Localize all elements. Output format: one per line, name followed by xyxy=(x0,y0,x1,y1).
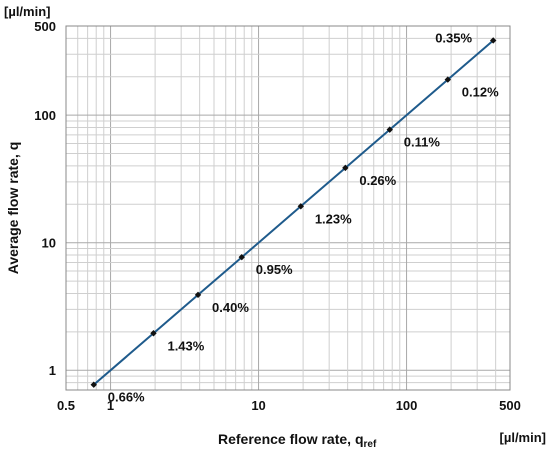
data-point xyxy=(444,76,452,83)
data-label: 0.11% xyxy=(404,135,441,150)
grid xyxy=(65,25,511,391)
data-labels: 0.66% 1.43% 0.40% 0.95% 1.23% 0.26% 0.11% 0.12%… xyxy=(108,30,499,404)
data-point xyxy=(238,253,245,261)
data-point xyxy=(194,291,202,299)
data-point xyxy=(490,37,497,44)
series-layer xyxy=(90,37,497,388)
data-label: 1.43% xyxy=(167,338,204,353)
x-axis-label-main: Reference flow rate, q xyxy=(218,431,364,447)
x-tick-label: 10 xyxy=(251,398,265,413)
x-axis-label-subscript: ref xyxy=(364,439,377,450)
data-label: 1.23% xyxy=(315,211,352,226)
y-axis-label: Average flow rate, q xyxy=(5,142,21,275)
data-label: 0.26% xyxy=(359,173,396,188)
data-label: 0.12% xyxy=(462,85,499,100)
data-label: 0.66% xyxy=(108,390,145,405)
x-tick-label: 100 xyxy=(396,398,418,413)
data-label: 0.35% xyxy=(435,30,472,45)
data-point xyxy=(386,126,393,133)
x-tick-label: 1 xyxy=(107,398,114,413)
x-tick-label: 500 xyxy=(499,398,521,413)
y-tick-label: 100 xyxy=(34,108,56,123)
data-point xyxy=(90,381,97,388)
data-label: 0.95% xyxy=(256,262,293,277)
y-tick-label: 1 xyxy=(49,363,56,378)
x-axis-unit: [µl/min] xyxy=(500,430,546,445)
tick-labels: 0.5 1 10 100 500 1 10 100 500 xyxy=(34,19,521,413)
data-point xyxy=(342,164,349,172)
y-tick-label: 10 xyxy=(42,236,56,251)
data-point xyxy=(297,203,305,210)
y-tick-label: 500 xyxy=(34,19,56,34)
x-axis-label: Reference flow rate, qref xyxy=(218,431,377,450)
plot-frame xyxy=(65,25,511,391)
data-label: 0.40% xyxy=(212,300,249,315)
data-point xyxy=(150,330,157,337)
x-tick-label: 0.5 xyxy=(57,398,75,413)
y-axis-unit: [µl/min] xyxy=(4,4,50,19)
